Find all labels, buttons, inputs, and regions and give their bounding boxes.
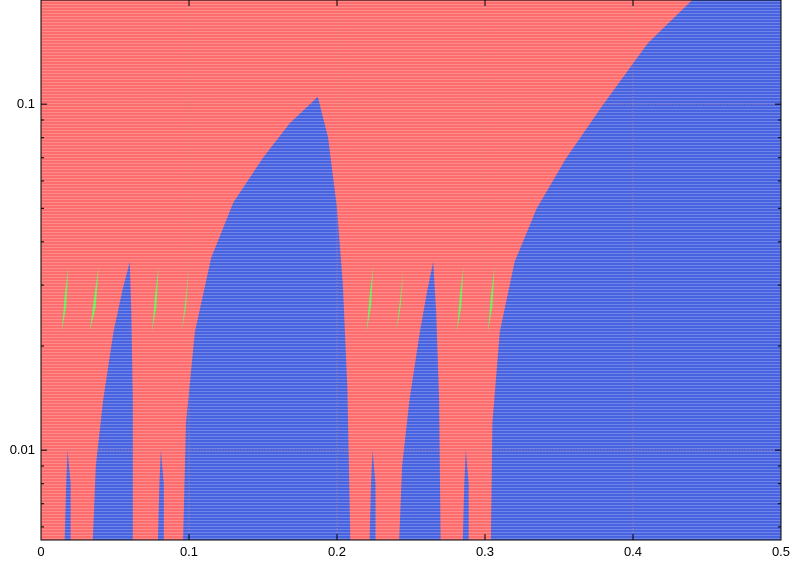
y-tick-label: 0.1 [17,96,35,111]
main-region-7 [462,450,469,540]
x-tick-label: 0.4 [624,544,642,559]
main-region-3 [399,261,441,540]
small-region-12 [366,266,374,332]
x-tick-label: 0.5 [772,544,790,559]
y-axis: 0.1 0.01 [10,0,781,528]
small-region-8 [61,266,69,332]
main-region-4 [64,450,71,540]
main-region-0 [490,0,781,540]
small-region-9 [89,266,99,332]
main-region-1 [183,96,351,540]
x-tick-label: 0.1 [180,544,198,559]
small-region-15 [488,266,495,332]
small-region-14 [456,266,464,332]
y-tick-label: 0.01 [10,442,35,457]
small-region-10 [152,266,159,332]
x-tick-label: 0 [37,544,44,559]
stripes-layer [41,1,781,539]
main-region-5 [157,450,164,540]
x-tick-label: 0.2 [328,544,346,559]
x-axis: 0 0.1 0.2 0.3 0.4 0.5 [37,0,790,559]
plot-frame [40,0,782,541]
regions-layer [61,0,781,540]
x-tick-label: 0.3 [476,544,494,559]
main-region-2 [92,261,133,540]
main-region-6 [369,450,376,540]
grid-layer [41,0,781,540]
